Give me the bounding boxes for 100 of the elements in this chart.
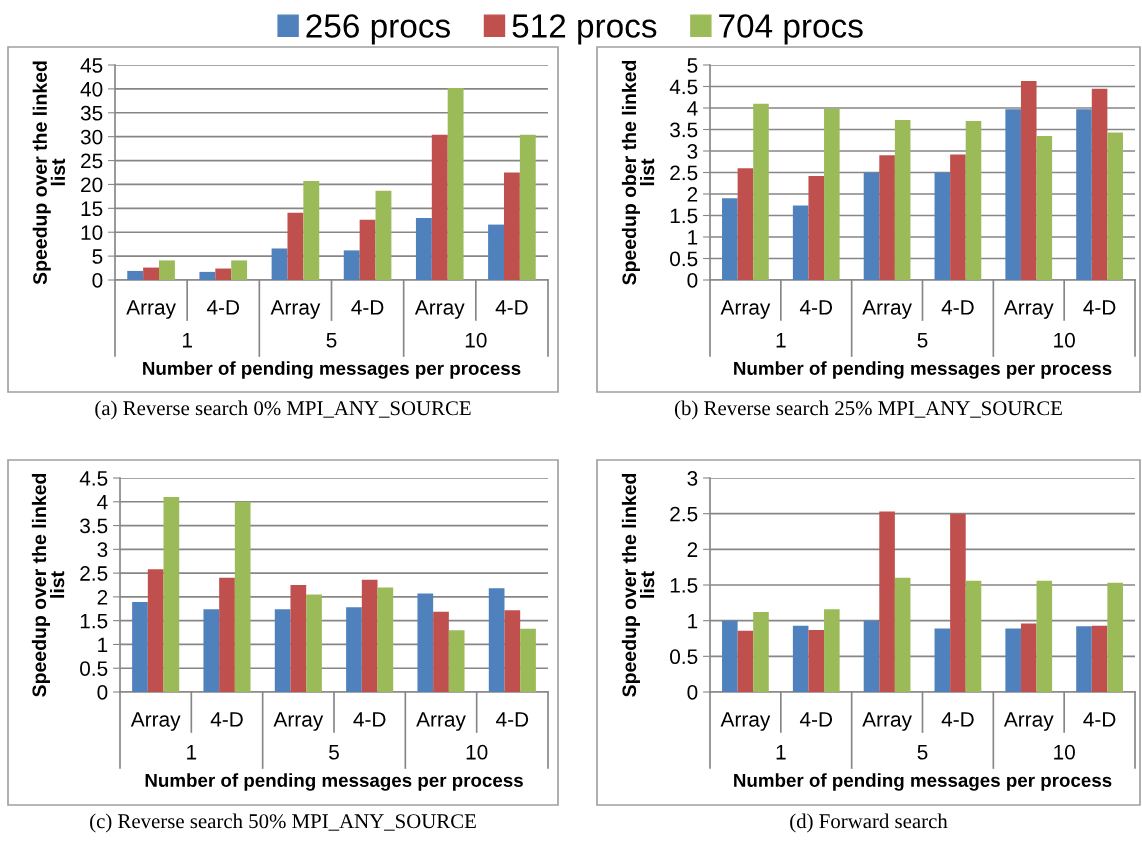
text: 1: [182, 333, 192, 348]
bar: [359, 219, 376, 280]
y-tick-label: 40: [80, 81, 103, 97]
y-tick-label: 1.5: [670, 578, 698, 593]
y-tick-label: 0.5: [670, 649, 698, 665]
legend-label: 256 procs: [306, 14, 450, 45]
text: (b) Reverse search 25% MPI_ANY_SOURCE: [675, 400, 1062, 420]
x-tick-label: 4-D: [495, 300, 528, 315]
y-tick-label: 3: [687, 471, 698, 486]
x-tick-label: Array: [862, 712, 912, 731]
bar: [203, 609, 220, 692]
x-axis-title: Number of pending messages per process: [734, 361, 1112, 379]
y-axis-title: Speedup over the linked list: [621, 473, 655, 697]
bar: [879, 155, 895, 280]
bar: [488, 588, 505, 692]
legend-label: 512 procs: [512, 14, 657, 45]
y-tick-label: 10: [81, 225, 103, 240]
y-tick-label: 3: [687, 144, 698, 159]
y-tick-label: 1.5: [80, 613, 108, 629]
bar: [377, 587, 394, 692]
bar: [346, 607, 362, 692]
y-tick-label: 3.5: [670, 122, 698, 138]
text: 5: [326, 333, 337, 348]
bar: [1036, 580, 1053, 692]
bar: [879, 511, 895, 692]
x-tick-label: Array: [270, 300, 321, 319]
y-tick-label: 4: [97, 494, 108, 510]
y-tick-label: 5: [687, 58, 698, 73]
y-tick-label: 0: [92, 273, 103, 288]
bar: [306, 594, 322, 692]
x-tick-label: 4-D: [353, 712, 386, 727]
bar: [290, 585, 307, 692]
bar: [488, 224, 504, 280]
bar: [808, 175, 825, 280]
x-tick-label: Array: [126, 300, 176, 319]
bar: [271, 248, 288, 280]
bar: [753, 103, 769, 280]
x-tick-label: Array: [1003, 712, 1054, 731]
bar: [1076, 626, 1092, 692]
x-tick-label: 4-D: [941, 712, 974, 727]
text: 5: [329, 745, 339, 760]
bar: [737, 168, 754, 280]
text: (d) Forward search: [790, 813, 948, 833]
bar: [1091, 88, 1108, 280]
bar: [1036, 135, 1053, 280]
bar: [950, 513, 966, 692]
bar: [737, 630, 754, 692]
bar: [1005, 109, 1021, 280]
bar: [965, 580, 982, 692]
bar: [234, 501, 251, 692]
bar: [934, 628, 951, 692]
x-tick-label: Array: [273, 712, 324, 731]
bar: [448, 630, 465, 692]
y-tick-label: 45: [80, 58, 103, 73]
x-tick-label: Array: [130, 712, 181, 731]
bar: [433, 611, 449, 692]
y-tick-label: 15: [81, 201, 103, 217]
y-tick-label: 1.5: [670, 208, 698, 224]
x-tick-label: Array: [720, 300, 771, 319]
x-tick-label: 4-D: [799, 300, 833, 315]
text: 10: [1054, 744, 1075, 760]
x-tick-label: 4-D: [799, 712, 833, 727]
bar: [519, 134, 536, 280]
bar: [1091, 625, 1108, 692]
bar: [447, 87, 464, 280]
y-tick-label: 30: [80, 129, 103, 145]
y-tick-label: 2.5: [670, 506, 698, 522]
x-axis-title: Number of pending messages per process: [734, 773, 1112, 791]
bar: [343, 250, 360, 280]
text: 1: [776, 745, 786, 760]
bar: [1020, 80, 1037, 280]
bar: [219, 577, 235, 692]
y-tick-label: 4.5: [79, 471, 108, 486]
bar: [965, 120, 982, 280]
text: 5: [917, 333, 928, 348]
x-tick-label: Array: [416, 712, 466, 731]
legend-label: 704 procs: [719, 14, 863, 45]
y-tick-label: 3.5: [80, 518, 108, 534]
x-tick-label: Array: [414, 300, 465, 319]
x-tick-label: Array: [862, 300, 912, 319]
bar: [722, 620, 738, 692]
x-tick-label: 4-D: [351, 300, 384, 315]
bar: [215, 268, 232, 280]
x-tick-label: 4-D: [941, 300, 974, 315]
bar: [934, 172, 951, 280]
text: 10: [465, 332, 487, 348]
text: 5: [917, 745, 928, 760]
bar: [361, 579, 378, 692]
bar: [894, 577, 911, 692]
y-tick-label: 2: [687, 542, 698, 557]
bar: [199, 271, 216, 280]
bar: [1107, 582, 1123, 692]
y-tick-label: 2.5: [670, 165, 698, 181]
y-tick-label: 2.5: [80, 566, 108, 581]
x-tick-label: 4-D: [1083, 300, 1116, 315]
y-tick-label: 20: [81, 177, 103, 193]
bar: [894, 120, 911, 280]
bar: [863, 620, 880, 692]
x-tick-label: Array: [720, 712, 771, 731]
x-tick-label: 4-D: [1083, 712, 1116, 727]
